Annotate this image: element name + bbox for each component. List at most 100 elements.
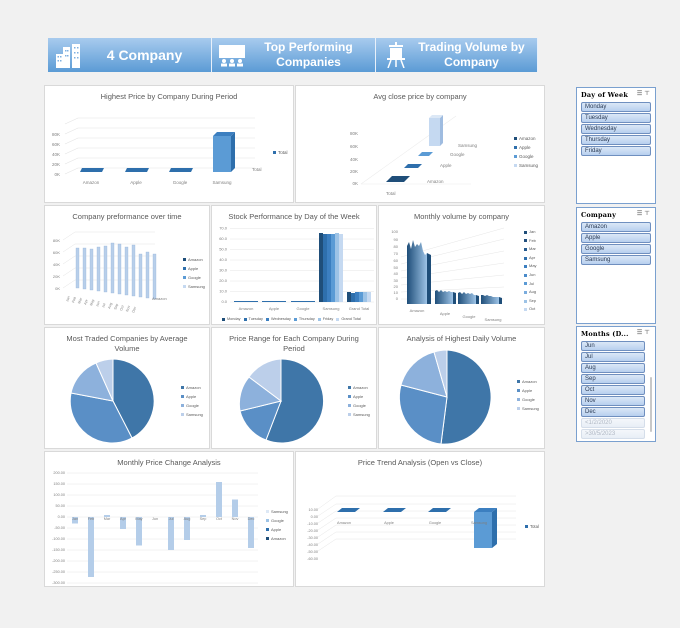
chart-price-range[interactable]: Price Range for Each Company During Peri… xyxy=(211,327,377,449)
multi-select-icon[interactable]: ☰ xyxy=(636,90,645,97)
chart-title: Highest Price by Company During Period xyxy=(100,92,238,101)
slicer-scrollbar[interactable] xyxy=(650,377,652,432)
slicer-item-google[interactable]: Google xyxy=(581,244,651,254)
svg-text:Amazon: Amazon xyxy=(410,308,425,313)
svg-text:Apple: Apple xyxy=(440,311,451,316)
presentation-audience-icon xyxy=(219,45,245,67)
svg-text:Sep: Sep xyxy=(200,517,207,521)
slicer-item-thursday[interactable]: Thursday xyxy=(581,135,651,145)
slicer-item-dec[interactable]: Dec xyxy=(581,407,645,417)
clear-filter-icon[interactable]: ⊤ xyxy=(644,90,652,97)
svg-text:30.0: 30.0 xyxy=(219,268,228,273)
svg-text:20K: 20K xyxy=(350,169,358,174)
svg-text:Oct: Oct xyxy=(216,517,223,521)
chart-title: Avg close price by company xyxy=(373,92,467,101)
svg-text:Apple: Apple xyxy=(130,180,142,185)
chart-title: Price Range for Each Company During Peri… xyxy=(229,334,359,353)
chart-title: Stock Performance by Day of the Week xyxy=(228,212,360,221)
slicer-item-nov[interactable]: Nov xyxy=(581,396,645,406)
svg-text:10.0: 10.0 xyxy=(219,289,228,294)
chart-legend: Total xyxy=(525,522,539,531)
svg-text:Amazon: Amazon xyxy=(337,521,351,525)
slicer-item-tuesday[interactable]: Tuesday xyxy=(581,113,651,123)
chart-performance-over-time[interactable]: Company preformance over time 0K 20K 40K 60… xyxy=(44,205,210,325)
multi-select-icon[interactable]: ☰ xyxy=(636,210,645,217)
svg-text:0K: 0K xyxy=(352,181,358,186)
chart-plot: 0.0 10.0 20.0 30.0 40.0 50.0 60.0 70.0 Amazon Ap… xyxy=(219,226,374,311)
svg-text:Mar: Mar xyxy=(77,297,83,305)
chart-legend: Amazon Apple Google Samsung xyxy=(348,383,370,419)
svg-text:-300.00: -300.00 xyxy=(52,581,65,585)
svg-text:0: 0 xyxy=(396,296,399,301)
chart-title: Company preformance over time xyxy=(72,212,182,221)
svg-text:150.00: 150.00 xyxy=(53,482,65,486)
clear-filter-icon[interactable]: ⊤ xyxy=(644,210,652,217)
svg-text:Jun: Jun xyxy=(95,301,101,308)
svg-text:70.0: 70.0 xyxy=(219,226,228,231)
svg-text:0K: 0K xyxy=(55,286,60,291)
chart-monthly-price-change[interactable]: Monthly Price Change Analysis 200.00 150.… xyxy=(44,451,294,587)
svg-text:80: 80 xyxy=(394,244,399,249)
svg-text:Dec: Dec xyxy=(248,517,255,521)
clear-filter-icon[interactable]: ⊤ xyxy=(644,329,652,336)
slicer-item-before-date[interactable]: <1/2/2020 xyxy=(581,418,645,428)
nav-button-top-performing[interactable]: Top Performing Companies xyxy=(212,38,376,72)
chart-monthly-volume[interactable]: Monthly volume by company 0 10 20 30 40 50 60 7… xyxy=(378,205,545,325)
svg-text:50.0: 50.0 xyxy=(219,247,228,252)
svg-text:100: 100 xyxy=(391,229,398,234)
svg-text:40.0: 40.0 xyxy=(219,257,228,262)
svg-text:Feb: Feb xyxy=(71,296,77,303)
slicer-company: Company ☰⊤ Amazon Apple Google Samsung xyxy=(576,207,656,324)
slicer-item-aug[interactable]: Aug xyxy=(581,363,645,373)
svg-text:Google: Google xyxy=(463,314,477,319)
chart-highest-daily-volume[interactable]: Analysis of Highest Daily Volume Amazon … xyxy=(378,327,545,449)
svg-text:100.00: 100.00 xyxy=(53,493,65,497)
slicer-header: Day of Week ☰⊤ xyxy=(581,90,652,99)
chart-highest-price[interactable]: Highest Price by Company During Period 0… xyxy=(44,85,294,203)
slicer-item-oct[interactable]: Oct xyxy=(581,385,645,395)
svg-text:20.0: 20.0 xyxy=(219,278,228,283)
svg-text:20K: 20K xyxy=(53,274,60,279)
svg-text:80K: 80K xyxy=(53,238,60,243)
svg-text:Samsung: Samsung xyxy=(485,317,502,322)
slicer-item-sep[interactable]: Sep xyxy=(581,374,645,384)
chart-price-trend[interactable]: Price Trend Analysis (Open vs Close) 10.… xyxy=(295,451,545,587)
svg-text:50: 50 xyxy=(394,265,399,270)
slicer-item-after-date[interactable]: >30/5/2023 xyxy=(581,429,645,439)
svg-text:-250.00: -250.00 xyxy=(52,570,65,574)
svg-text:Amazon: Amazon xyxy=(239,306,254,311)
chart-most-traded[interactable]: Most Traded Companies by Average Volume … xyxy=(44,327,210,449)
chart-title: Monthly Price Change Analysis xyxy=(117,458,221,467)
svg-text:80K: 80K xyxy=(52,132,60,137)
svg-text:Apr: Apr xyxy=(120,517,127,521)
nav-button-trading-volume[interactable]: Trading Volume by Company xyxy=(376,38,538,72)
easel-icon xyxy=(387,42,405,68)
slicer-item-jul[interactable]: Jul xyxy=(581,352,645,362)
slicer-months: Months (D... ☰⊤ Jun Jul Aug Sep Oct Nov … xyxy=(576,326,656,442)
chart-legend: Samsung Google Apple Amazon xyxy=(266,507,288,543)
slicer-item-samsung[interactable]: Samsung xyxy=(581,255,651,265)
slicer-item-amazon[interactable]: Amazon xyxy=(581,222,651,232)
svg-text:-50.00: -50.00 xyxy=(307,550,318,554)
slicer-item-wednesday[interactable]: Wednesday xyxy=(581,124,651,134)
slicer-item-friday[interactable]: Friday xyxy=(581,146,651,156)
slicer-item-jun[interactable]: Jun xyxy=(581,341,645,351)
nav-button-label: 4 Company xyxy=(106,46,183,63)
multi-select-icon[interactable]: ☰ xyxy=(636,329,645,336)
svg-text:Amazon: Amazon xyxy=(83,180,100,185)
slicer-header: Company ☰⊤ xyxy=(581,210,652,219)
slicer-item-monday[interactable]: Monday xyxy=(581,102,651,112)
chart-avg-close[interactable]: Avg close price by company 0K 20K 40K 60K 80… xyxy=(295,85,545,203)
svg-text:0.0: 0.0 xyxy=(221,299,227,304)
svg-text:Aug: Aug xyxy=(184,517,191,521)
chart-legend: Jan Feb Mar Apr May Jun Jul Aug Sep Oct xyxy=(524,228,537,314)
nav-button-4-company[interactable]: 4 Company xyxy=(48,38,212,72)
svg-text:20: 20 xyxy=(394,284,399,289)
chart-day-of-week[interactable]: Stock Performance by Day of the Week 0.0… xyxy=(211,205,377,325)
svg-text:60K: 60K xyxy=(53,250,60,255)
svg-text:Jul: Jul xyxy=(101,303,106,309)
slicer-item-apple[interactable]: Apple xyxy=(581,233,651,243)
svg-text:Dec: Dec xyxy=(131,306,137,313)
slicer-header: Months (D... ☰⊤ xyxy=(581,329,652,338)
